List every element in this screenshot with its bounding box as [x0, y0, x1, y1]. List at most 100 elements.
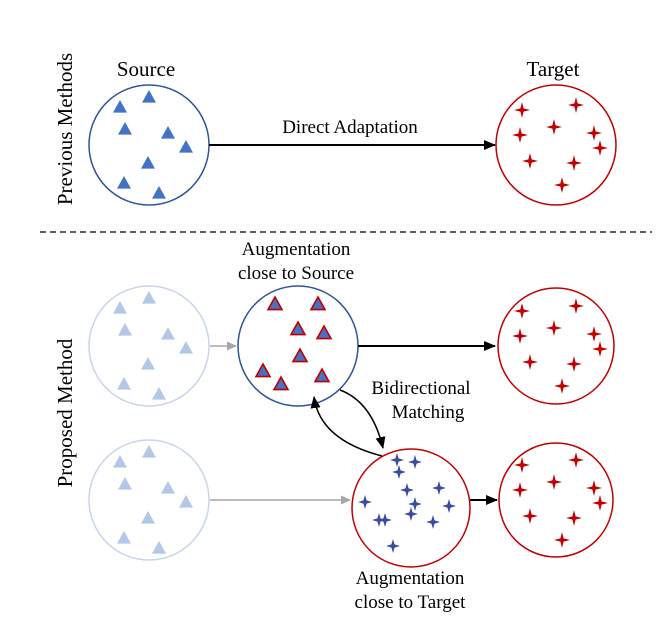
star-marker: [432, 481, 446, 495]
aug-source-samples: [254, 295, 333, 391]
star-marker: [586, 125, 602, 141]
bidirectional-label-line2: Matching: [392, 402, 465, 423]
triangle-marker: [141, 511, 155, 524]
triangle-marker: [117, 531, 131, 544]
aug-target-samples: [358, 453, 456, 553]
target-circle-2: [497, 287, 615, 405]
direct-adaptation-label: Direct Adaptation: [282, 117, 418, 138]
star-marker: [586, 326, 602, 342]
star-marker: [522, 354, 538, 370]
star-marker: [592, 341, 608, 357]
star-marker: [568, 97, 584, 113]
star-marker: [568, 298, 584, 314]
triangle-marker: [117, 377, 131, 390]
triangle-marker: [309, 295, 327, 311]
target-title: Target: [527, 57, 580, 81]
aug-target-label-line2: close to Target: [355, 592, 467, 613]
triangle-marker: [142, 445, 156, 458]
aug-target-label-line1: Augmentation: [356, 568, 465, 589]
star-marker: [512, 328, 528, 344]
star-marker: [426, 515, 440, 529]
triangle-marker: [118, 122, 132, 135]
triangle-marker: [254, 362, 272, 378]
star-marker: [512, 482, 528, 498]
triangle-marker: [113, 455, 127, 468]
aug-source-label-line1: Augmentation: [242, 239, 351, 260]
star-marker: [392, 465, 406, 479]
star-marker: [390, 453, 404, 467]
source-title: Source: [117, 57, 175, 81]
star-marker: [586, 480, 602, 496]
star-marker: [514, 102, 530, 118]
proposed-method-label: Proposed Method: [53, 338, 77, 487]
target-samples-2: [512, 298, 608, 394]
star-marker: [568, 452, 584, 468]
triangle-marker: [315, 324, 333, 340]
triangle-marker: [161, 481, 175, 494]
star-marker: [566, 155, 582, 171]
star-marker: [408, 455, 422, 469]
star-marker: [546, 474, 562, 490]
star-marker: [592, 495, 608, 511]
triangle-marker: [142, 291, 156, 304]
star-marker: [378, 513, 392, 527]
previous-methods-label: Previous Methods: [53, 53, 77, 205]
triangle-marker: [152, 541, 166, 554]
triangle-marker: [152, 186, 166, 199]
star-marker: [522, 153, 538, 169]
bidirectional-matching-arrow: [310, 396, 383, 457]
faded-source-samples-2: [113, 445, 193, 554]
star-marker: [358, 495, 372, 509]
bidirectional-matching-arrow-2: [312, 398, 383, 454]
source-samples: [113, 90, 193, 199]
star-marker: [522, 508, 538, 524]
triangle-marker: [179, 140, 193, 153]
star-marker: [554, 532, 570, 548]
target-samples: [512, 97, 608, 193]
triangle-marker: [272, 375, 290, 391]
triangle-marker: [117, 176, 131, 189]
triangle-marker: [291, 347, 309, 363]
triangle-marker: [179, 495, 193, 508]
source-domain-circle: [88, 84, 210, 206]
triangle-marker: [141, 357, 155, 370]
triangle-marker: [152, 387, 166, 400]
faded-source-samples-1: [113, 291, 193, 400]
triangle-marker: [118, 477, 132, 490]
triangle-marker: [289, 320, 307, 336]
triangle-marker: [113, 100, 127, 113]
triangle-marker: [179, 341, 193, 354]
target-samples-3: [512, 452, 608, 548]
star-marker: [400, 483, 414, 497]
bidirectional-label-line1: Bidirectional: [371, 378, 470, 399]
star-marker: [592, 140, 608, 156]
star-marker: [566, 356, 582, 372]
target-circle-3: [498, 442, 614, 558]
star-marker: [512, 127, 528, 143]
aug-source-label-line2: close to Source: [238, 263, 354, 284]
triangle-marker: [141, 156, 155, 169]
triangle-marker: [313, 367, 331, 383]
star-marker: [514, 457, 530, 473]
triangle-marker: [113, 301, 127, 314]
star-marker: [566, 510, 582, 526]
star-marker: [386, 539, 400, 553]
triangle-marker: [161, 126, 175, 139]
star-marker: [442, 499, 456, 513]
triangle-marker: [266, 295, 284, 311]
star-marker: [554, 378, 570, 394]
star-marker: [408, 497, 422, 511]
bidirectional-matching-curve: [339, 389, 386, 449]
target-domain-circle: [495, 84, 617, 206]
star-marker: [514, 303, 530, 319]
faded-source-circle-2: [88, 439, 210, 561]
faded-source-circle-1: [88, 285, 210, 407]
star-marker: [546, 320, 562, 336]
triangle-marker: [142, 90, 156, 103]
triangle-marker: [118, 323, 132, 336]
triangle-marker: [161, 327, 175, 340]
star-marker: [554, 177, 570, 193]
aug-source-circle: [237, 285, 359, 407]
